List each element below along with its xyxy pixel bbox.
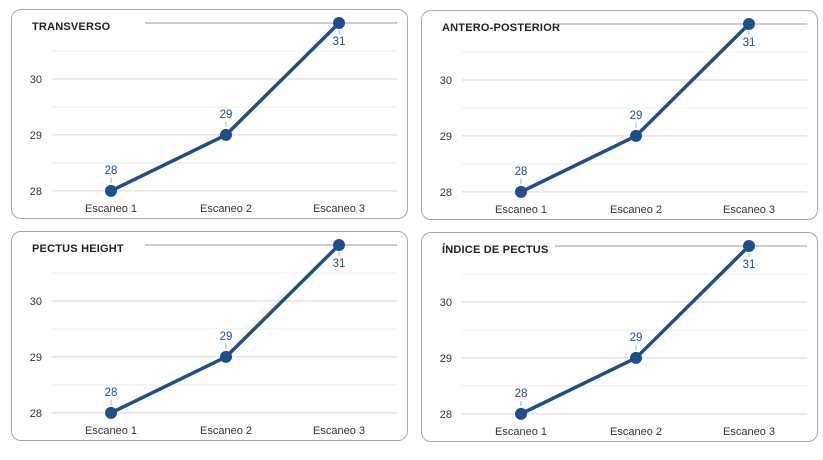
chart-card-antero-posterior: ANTERO-POSTERIOR 28 29 30 Escaneo 1 Escaneo …: [421, 10, 818, 220]
x-category-label: Escaneo 2: [200, 425, 252, 437]
y-tick-label: 29: [30, 130, 42, 142]
x-category-label: Escaneo 1: [495, 426, 547, 438]
y-tick-label: 29: [440, 131, 452, 143]
data-label: 28: [105, 387, 118, 399]
y-tick-label: 30: [30, 296, 42, 308]
y-tick-label: 29: [30, 352, 42, 364]
data-point: [515, 185, 527, 198]
x-category-label: Escaneo 1: [85, 425, 137, 437]
data-label: 31: [743, 37, 756, 49]
y-tick-label: 28: [440, 187, 452, 199]
data-point: [743, 240, 755, 252]
data-point: [220, 350, 232, 363]
data-label: 29: [630, 332, 643, 344]
y-tick-label: 30: [440, 75, 452, 87]
y-tick-label: 28: [30, 186, 42, 198]
data-point: [105, 406, 117, 419]
line-chart: 28 29 30 Escaneo 1 Escaneo 2 Escaneo 3 28 29 31: [30, 239, 397, 437]
line-chart: 28 29 30 Escaneo 1 Escaneo 2 Escaneo 3 28 29 31: [440, 18, 807, 216]
data-label: 31: [333, 258, 346, 270]
x-category-label: Escaneo 3: [723, 426, 775, 438]
y-tick-label: 30: [440, 297, 452, 309]
x-category-label: Escaneo 2: [610, 204, 662, 216]
x-category-label: Escaneo 2: [200, 203, 252, 215]
data-point: [515, 407, 527, 420]
chart-title: PECTUS HEIGHT: [32, 243, 124, 255]
data-label: 29: [630, 110, 643, 122]
data-label: 28: [515, 388, 528, 400]
y-tick-label: 30: [30, 74, 42, 86]
chart-title: ANTERO-POSTERIOR: [442, 22, 561, 34]
data-point: [220, 128, 232, 141]
data-label: 28: [105, 165, 118, 177]
chart-title: ÍNDICE DE PECTUS: [442, 244, 549, 256]
chart-card-transverso: TRANSVERSO 28 29 30 Escaneo 1 Escaneo 2 Escan…: [11, 9, 408, 219]
data-label: 29: [220, 109, 233, 121]
data-label: 28: [515, 166, 528, 178]
data-point: [630, 129, 642, 142]
chart-card-pectus-height: PECTUS HEIGHT 28 29 30 Escaneo 1 Escaneo 2 Es…: [11, 231, 408, 441]
data-point: [105, 184, 117, 197]
chart-title: TRANSVERSO: [32, 21, 111, 33]
y-tick-label: 29: [440, 353, 452, 365]
x-category-label: Escaneo 3: [313, 203, 365, 215]
data-point: [743, 18, 755, 30]
line-chart: 28 29 30 Escaneo 1 Escaneo 2 Escaneo 3 28 29 31: [440, 240, 807, 438]
data-point: [333, 239, 345, 251]
data-label: 29: [220, 331, 233, 343]
x-category-label: Escaneo 1: [495, 204, 547, 216]
data-point: [333, 17, 345, 29]
y-tick-label: 28: [30, 408, 42, 420]
x-category-label: Escaneo 3: [723, 204, 775, 216]
x-category-label: Escaneo 2: [610, 426, 662, 438]
data-point: [630, 351, 642, 364]
line-chart: 28 29 30 Escaneo 1 Escaneo 2 Escaneo 3 28 29 31: [30, 17, 397, 215]
data-label: 31: [743, 259, 756, 271]
x-category-label: Escaneo 1: [85, 203, 137, 215]
y-tick-label: 28: [440, 409, 452, 421]
chart-card-indice-de-pectus: ÍNDICE DE PECTUS 28 29 30 Escaneo 1 Escaneo …: [421, 232, 818, 442]
x-category-label: Escaneo 3: [313, 425, 365, 437]
data-label: 31: [333, 36, 346, 48]
